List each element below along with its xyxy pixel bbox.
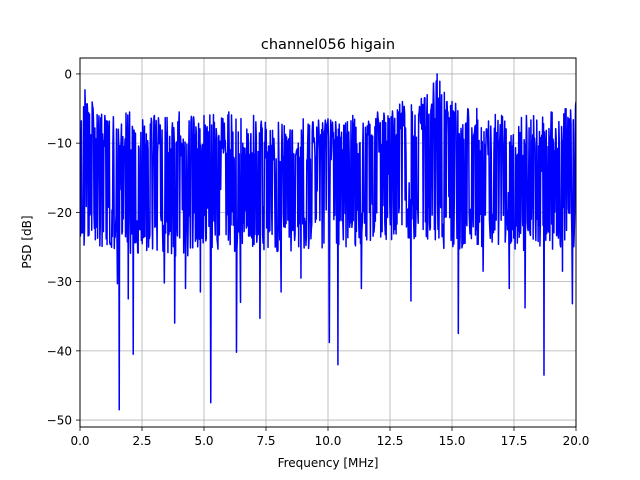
x-tick-label: 10.0 — [315, 434, 342, 448]
x-tick-label: 0.0 — [70, 434, 89, 448]
x-tick-label: 15.0 — [439, 434, 466, 448]
x-tick-label: 20.0 — [563, 434, 590, 448]
x-axis-label: Frequency [MHz] — [278, 456, 379, 470]
x-tick-label: 7.5 — [256, 434, 275, 448]
y-tick-label: −50 — [47, 414, 72, 428]
x-tick-label: 2.5 — [132, 434, 151, 448]
y-tick-label: −20 — [47, 206, 72, 220]
x-tick-label: 12.5 — [377, 434, 404, 448]
y-tick-label: −40 — [47, 344, 72, 358]
y-tick-label: −30 — [47, 275, 72, 289]
x-tick-label: 5.0 — [194, 434, 213, 448]
x-tick-label: 17.5 — [501, 434, 528, 448]
psd-series-line — [80, 73, 576, 411]
chart-title: channel056 higain — [261, 37, 395, 53]
y-tick-label: −10 — [47, 137, 72, 151]
y-axis-label: PSD [dB] — [20, 215, 34, 268]
plot-area: 0.0 2.5 5.0 7.5 10.0 12.5 15.0 17.5 20.0 0 −10 −20 −… — [47, 57, 590, 448]
y-tick-label: 0 — [64, 67, 72, 81]
